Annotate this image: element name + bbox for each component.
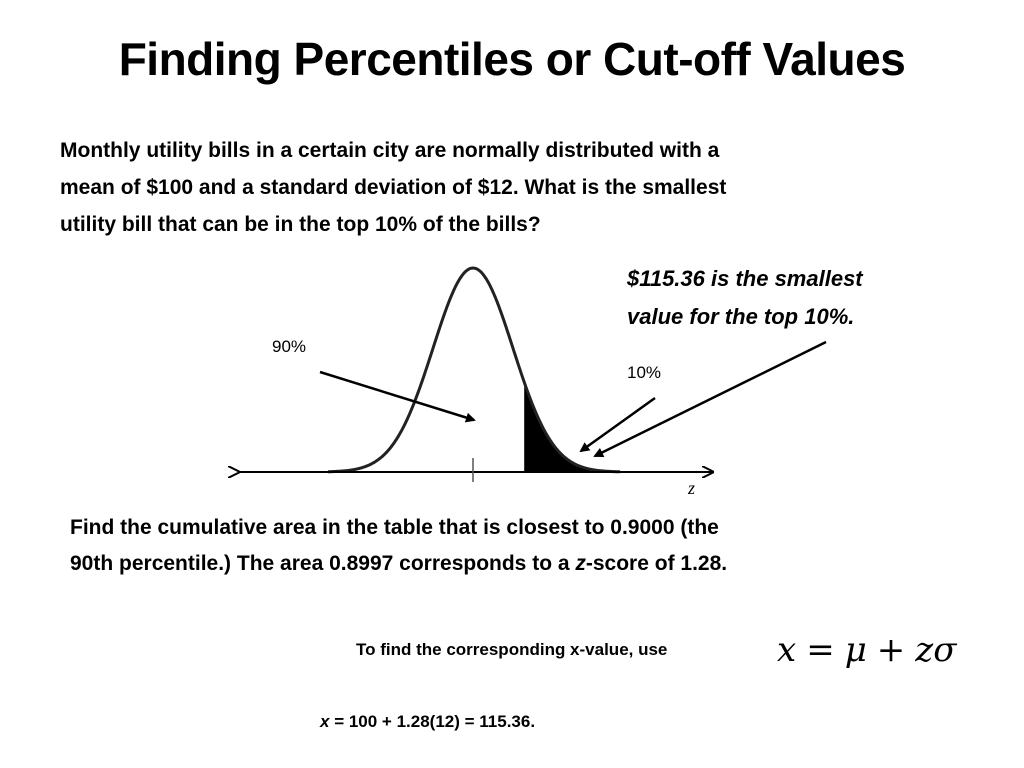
explanation-line: Find the cumulative area in the table th… — [70, 516, 719, 539]
z-variable: z — [575, 552, 586, 575]
formula-equals: = — [806, 630, 835, 670]
calculation: x = 100 + 1.28(12) = 115.36. — [320, 712, 535, 732]
formula-plus: + — [876, 630, 906, 670]
problem-line: mean of $100 and a standard deviation of… — [60, 176, 727, 199]
arrow-right-area — [579, 396, 656, 453]
slide-title: Finding Percentiles or Cut-off Values — [118, 33, 906, 85]
bell-curve — [328, 266, 621, 474]
problem-line: Monthly utility bills in a certain city … — [60, 139, 720, 162]
x-value-formula: x = μ + zσ — [777, 630, 956, 670]
calc-x: x — [320, 712, 330, 731]
right-area-label: 10% — [627, 363, 661, 382]
answer-line: value for the top 10%. — [627, 304, 855, 329]
z-axis-label: z — [687, 478, 695, 498]
explanation-line: 90th percentile.) The area 0.8997 corres… — [70, 546, 970, 582]
formula-x: x — [777, 630, 797, 670]
answer-line: $115.36 is the smallest — [627, 266, 863, 291]
arrow-callout — [593, 340, 827, 458]
problem-statement: Monthly utility bills in a certain city … — [60, 132, 960, 243]
explanation-text: -score of 1.28. — [585, 552, 728, 575]
formula-mu: μ — [844, 630, 867, 670]
explanation-text: 90th percentile.) The area 0.8997 corres… — [70, 552, 576, 575]
explanation: Find the cumulative area in the table th… — [70, 510, 970, 582]
answer-callout: $115.36 is the smallest value for the to… — [627, 260, 967, 336]
formula-z-sigma: zσ — [915, 630, 957, 670]
shaded-tail-area — [524, 382, 620, 472]
formula-intro: To find the corresponding x-value, use — [356, 640, 668, 659]
left-area-label: 90% — [272, 337, 306, 356]
calc-expression: = 100 + 1.28(12) = 115.36. — [329, 712, 536, 731]
arrow-left-area — [319, 370, 476, 423]
problem-line: utility bill that can be in the top 10% … — [60, 213, 541, 236]
